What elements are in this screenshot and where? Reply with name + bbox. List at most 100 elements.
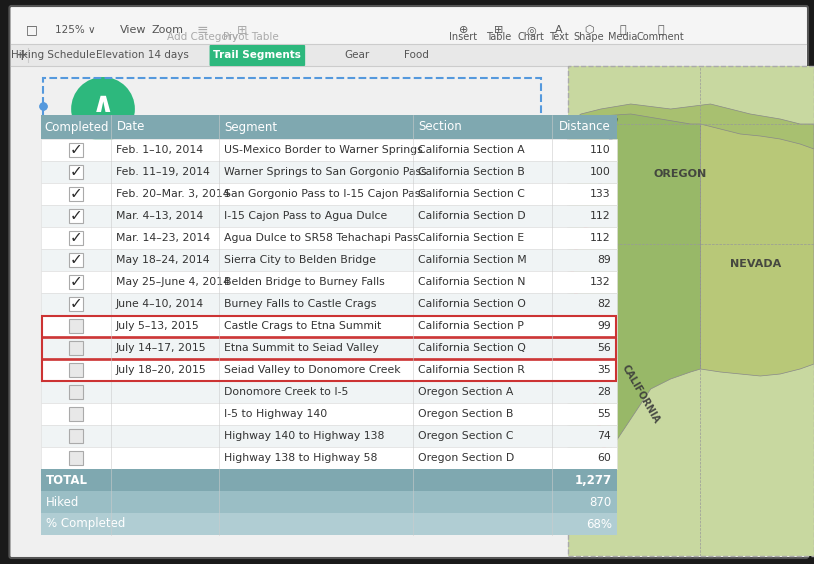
Text: ✓: ✓ [70, 143, 82, 157]
Text: California Section Q: California Section Q [418, 343, 526, 353]
Text: Seiad Valley to Donomore Creek: Seiad Valley to Donomore Creek [224, 365, 400, 375]
Bar [42, 337, 616, 359]
Bar [42, 447, 617, 469]
Text: 99: 99 [597, 321, 610, 331]
Text: California Section P: California Section P [418, 321, 523, 331]
Text: Feb. 11–19, 2014: Feb. 11–19, 2014 [116, 167, 210, 177]
Text: California Section R: California Section R [418, 365, 524, 375]
Text: Pivot Table: Pivot Table [222, 32, 278, 42]
Text: Table: Table [486, 32, 511, 42]
Bar [42, 249, 617, 271]
Text: California Section A: California Section A [418, 145, 524, 155]
Text: ✓: ✓ [70, 231, 82, 245]
Bar [69, 209, 83, 223]
FancyBboxPatch shape [209, 45, 305, 66]
Bar [42, 227, 617, 249]
Bar [42, 271, 617, 293]
Bar [42, 359, 617, 381]
Text: ⊕: ⊕ [459, 25, 468, 35]
Text: California Section C: California Section C [418, 189, 524, 199]
Bar [11, 44, 806, 66]
Text: Oregon Section D: Oregon Section D [418, 453, 514, 463]
Text: ◎: ◎ [527, 25, 536, 35]
Text: Distance: Distance [559, 121, 610, 134]
Text: Comment: Comment [637, 32, 685, 42]
Text: Etna Summit to Seiad Valley: Etna Summit to Seiad Valley [224, 343, 379, 353]
Text: ⊞: ⊞ [493, 25, 503, 35]
Text: NEVADA: NEVADA [729, 259, 781, 269]
Text: Food: Food [405, 50, 429, 60]
Text: Completed: Completed [44, 121, 108, 134]
Bar [69, 187, 83, 201]
Bar [11, 8, 806, 44]
Bar [69, 275, 83, 289]
Bar [69, 451, 83, 465]
Text: Donomore Creek to I-5: Donomore Creek to I-5 [224, 387, 348, 397]
Text: 112: 112 [590, 233, 610, 243]
Text: Chart: Chart [518, 32, 545, 42]
Text: Mar. 4–13, 2014: Mar. 4–13, 2014 [116, 211, 204, 221]
Polygon shape [695, 124, 814, 376]
Bar [42, 315, 616, 337]
Text: US-Mexico Border to Warner Springs: US-Mexico Border to Warner Springs [224, 145, 422, 155]
Text: Segment: Segment [225, 121, 278, 134]
Text: Warner Springs to San Gorgonio Pass: Warner Springs to San Gorgonio Pass [224, 167, 427, 177]
Text: Mar. 14–23, 2014: Mar. 14–23, 2014 [116, 233, 210, 243]
Text: ✓: ✓ [70, 275, 82, 289]
Text: Hiking Schedule: Hiking Schedule [11, 50, 95, 60]
Text: Hiked: Hiked [46, 496, 80, 509]
Text: Zoom: Zoom [151, 25, 184, 35]
Text: Highway 140 to Highway 138: Highway 140 to Highway 138 [224, 431, 384, 441]
Text: Media: Media [608, 32, 637, 42]
Text: California Section O: California Section O [418, 299, 526, 309]
Bar [568, 66, 814, 556]
Text: 1,277: 1,277 [575, 474, 612, 487]
Text: ⊞: ⊞ [237, 24, 247, 37]
Text: 74: 74 [597, 431, 610, 441]
Text: View: View [120, 25, 147, 35]
Text: San Gorgonio Pass to I-15 Cajon Pass: San Gorgonio Pass to I-15 Cajon Pass [224, 189, 426, 199]
Text: May 25–June 4, 2014: May 25–June 4, 2014 [116, 277, 230, 287]
Text: ∧: ∧ [92, 90, 114, 118]
Polygon shape [568, 114, 701, 504]
Text: 82: 82 [597, 299, 610, 309]
Bar [42, 513, 617, 535]
Text: Feb. 1–10, 2014: Feb. 1–10, 2014 [116, 145, 203, 155]
Text: Oregon Section C: Oregon Section C [418, 431, 513, 441]
Text: Shape: Shape [574, 32, 604, 42]
Text: Section: Section [418, 121, 462, 134]
Text: TOTAL: TOTAL [46, 474, 88, 487]
Circle shape [71, 77, 135, 141]
Text: ✓: ✓ [70, 165, 82, 179]
Bar [42, 491, 617, 513]
Bar [42, 381, 617, 403]
Bar [42, 161, 617, 183]
Bar [42, 293, 617, 315]
Text: Highway 138 to Highway 58: Highway 138 to Highway 58 [224, 453, 377, 463]
Text: California Section B: California Section B [418, 167, 524, 177]
Bar [43, 78, 541, 134]
Text: Castle Crags to Etna Summit: Castle Crags to Etna Summit [224, 321, 381, 331]
Bar [69, 429, 83, 443]
Text: TRAILS: TRAILS [85, 117, 121, 126]
Text: Burney Falls to Castle Crags: Burney Falls to Castle Crags [224, 299, 376, 309]
Text: 125% ∨: 125% ∨ [55, 25, 96, 35]
Bar [69, 165, 83, 179]
Bar [42, 337, 617, 359]
Bar [42, 315, 616, 381]
Text: Belden Bridge to Burney Falls: Belden Bridge to Burney Falls [224, 277, 384, 287]
Bar [69, 297, 83, 311]
Bar [42, 205, 617, 227]
Text: 💬: 💬 [658, 25, 664, 35]
Text: 89: 89 [597, 255, 610, 265]
Text: A: A [555, 25, 563, 35]
Bar [69, 143, 83, 157]
Text: 56: 56 [597, 343, 610, 353]
Text: 100: 100 [590, 167, 610, 177]
Text: 112: 112 [590, 211, 610, 221]
Text: California Section D: California Section D [418, 211, 525, 221]
Bar [42, 115, 617, 139]
Text: Elevation 14 days: Elevation 14 days [96, 50, 190, 60]
Text: ✓: ✓ [70, 297, 82, 311]
Text: 35: 35 [597, 365, 610, 375]
